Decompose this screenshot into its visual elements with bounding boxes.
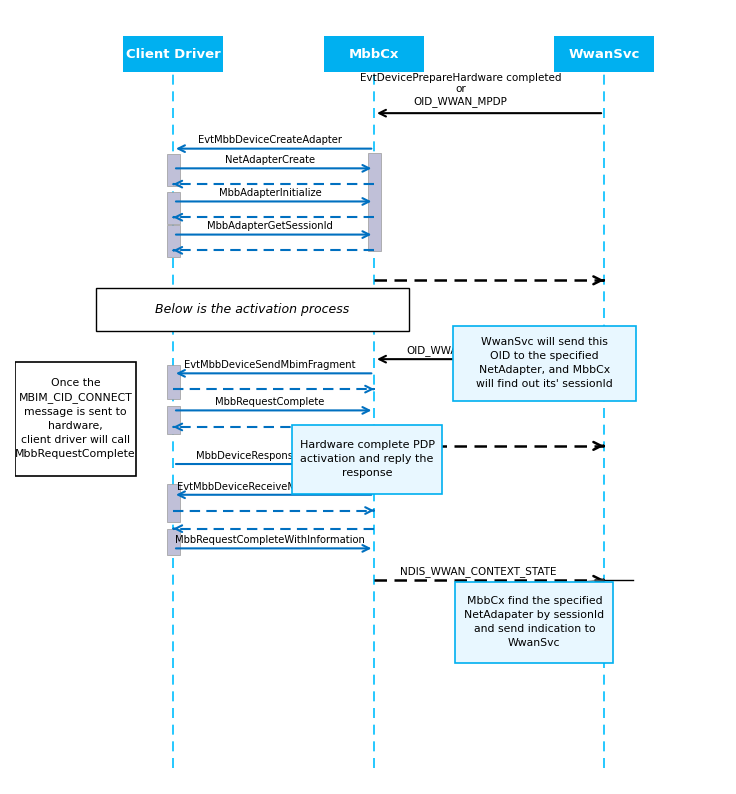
FancyBboxPatch shape <box>453 326 637 401</box>
FancyBboxPatch shape <box>291 425 442 494</box>
Bar <box>166 484 180 522</box>
Text: Hardware complete PDP
activation and reply the
response: Hardware complete PDP activation and rep… <box>300 441 434 478</box>
Text: MbbRequestCompleteWithInformation: MbbRequestCompleteWithInformation <box>175 535 365 545</box>
Text: MbbDeviceResponseAvailable: MbbDeviceResponseAvailable <box>196 451 344 461</box>
Text: MbbRequestComplete: MbbRequestComplete <box>216 397 325 407</box>
FancyBboxPatch shape <box>456 582 613 663</box>
Bar <box>166 407 180 434</box>
Text: OID_WWAN_CONNECT: OID_WWAN_CONNECT <box>406 345 522 356</box>
FancyBboxPatch shape <box>324 37 425 71</box>
Text: WwanSvc will send this
OID to the specified
NetAdapter, and MbbCx
will find out : WwanSvc will send this OID to the specif… <box>476 337 613 390</box>
Text: NDIS_WWAN_CONTEXT_STATE: NDIS_WWAN_CONTEXT_STATE <box>400 566 556 576</box>
FancyBboxPatch shape <box>553 37 654 71</box>
Text: MbbCx find the specified
NetAdapater by sessionId
and send indication to
WwanSvc: MbbCx find the specified NetAdapater by … <box>464 596 604 649</box>
Text: EvtMbbDeviceCreateAdapter: EvtMbbDeviceCreateAdapter <box>198 136 342 145</box>
Bar <box>166 365 180 399</box>
Text: EvtMbbDeviceReceiveMbimFragment: EvtMbbDeviceReceiveMbimFragment <box>177 482 363 491</box>
Bar <box>166 192 180 224</box>
Text: EvtDevicePrepareHardware completed
or
OID_WWAN_MPDP: EvtDevicePrepareHardware completed or OI… <box>360 73 561 107</box>
FancyBboxPatch shape <box>123 37 224 71</box>
Bar <box>368 152 381 251</box>
Bar <box>166 225 180 256</box>
Text: MbbAdapterGetSessionId: MbbAdapterGetSessionId <box>207 222 333 231</box>
Text: WwanSvc: WwanSvc <box>568 48 640 60</box>
Bar <box>166 529 180 555</box>
Text: MbbAdapterInitialize: MbbAdapterInitialize <box>219 188 322 198</box>
Text: NetAdapterCreate: NetAdapterCreate <box>225 155 315 165</box>
Text: Once the
MBIM_CID_CONNECT
message is sent to
hardware,
client driver will call
M: Once the MBIM_CID_CONNECT message is sen… <box>15 378 136 459</box>
Text: MbbCx: MbbCx <box>349 48 400 60</box>
FancyBboxPatch shape <box>96 288 408 331</box>
FancyBboxPatch shape <box>15 361 136 476</box>
Bar <box>166 154 180 186</box>
Text: Below is the activation process: Below is the activation process <box>155 303 350 316</box>
Text: EvtMbbDeviceSendMbimFragment: EvtMbbDeviceSendMbimFragment <box>184 360 355 370</box>
Text: Client Driver: Client Driver <box>126 48 221 60</box>
